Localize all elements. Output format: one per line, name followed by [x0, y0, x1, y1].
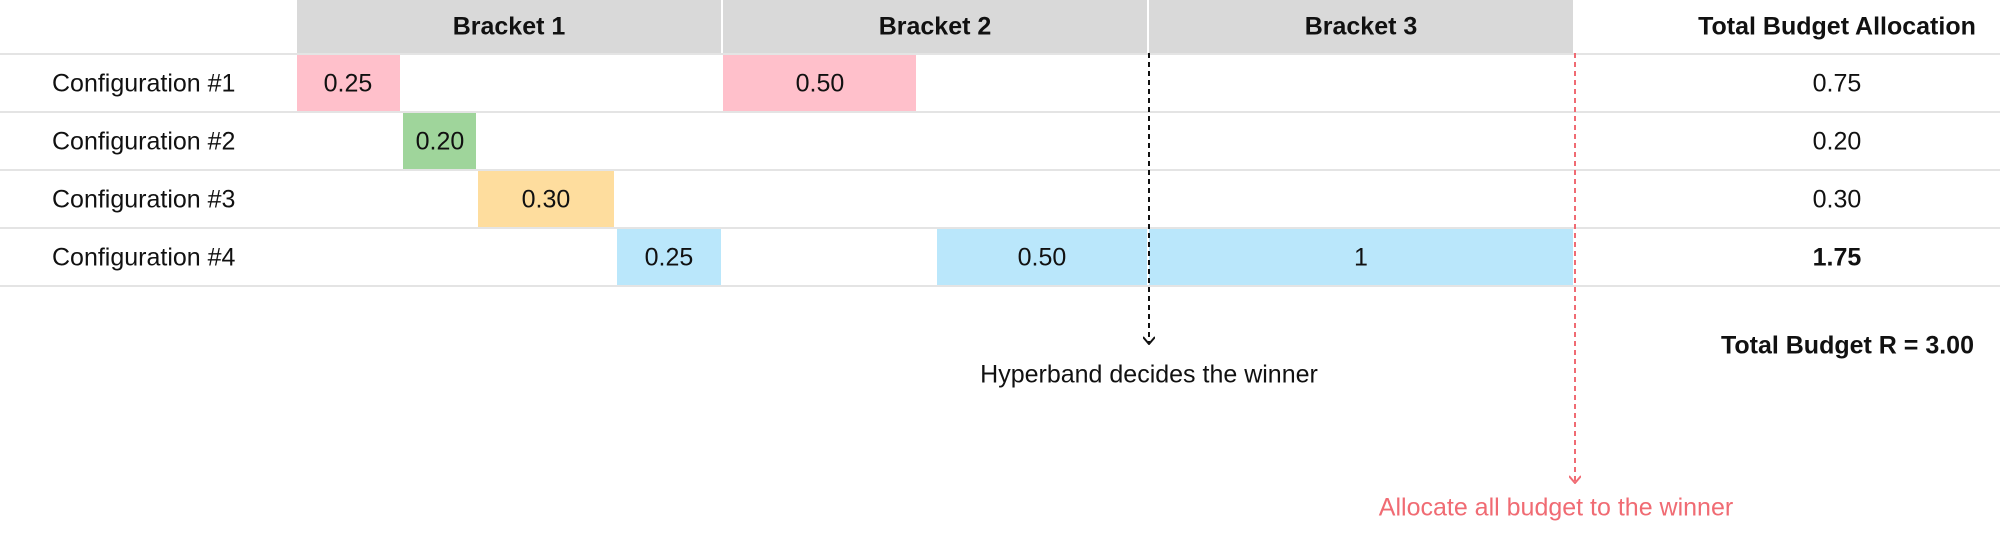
allocation-cell — [403, 113, 476, 169]
header-cell — [1149, 0, 1573, 53]
allocation: 0.25 — [324, 70, 373, 98]
allocation-cell — [723, 55, 916, 111]
cells: 0.25 0.50 0.20 0.30 0.25 0.50 1 — [297, 55, 1573, 285]
row-label: Configuration #3 — [52, 186, 235, 214]
row-label: Configuration #2 — [52, 128, 235, 156]
row-total: 0.20 — [1813, 128, 1862, 156]
allocation: 0.50 — [1018, 244, 1067, 272]
row-lines — [0, 53, 2000, 287]
row-total: 0.75 — [1813, 70, 1862, 98]
header: Bracket 1 Bracket 2 Bracket 3 Total Budg… — [297, 0, 1976, 53]
header-cell — [297, 0, 721, 53]
row-labels: Configuration #1 Configuration #2 Config… — [52, 70, 1861, 272]
total-budget: Total Budget R = 3.00 — [1721, 332, 1974, 360]
row-label: Configuration #1 — [52, 70, 235, 98]
column-header: Bracket 2 — [879, 13, 992, 41]
allocation-cell — [617, 229, 721, 285]
allocation: 0.25 — [645, 244, 694, 272]
column-header: Bracket 1 — [453, 13, 566, 41]
allocation: 0.20 — [416, 128, 465, 156]
total-header: Total Budget Allocation — [1698, 13, 1976, 41]
row-total: 0.30 — [1813, 186, 1862, 214]
allocation-cell — [1149, 229, 1573, 285]
allocation-cell — [297, 55, 400, 111]
row-label: Configuration #4 — [52, 244, 236, 272]
allocation: 1 — [1354, 244, 1368, 272]
allocation: 0.50 — [796, 70, 845, 98]
annotation: Hyperband decides the winner — [980, 361, 1318, 389]
row-total: 1.75 — [1813, 244, 1862, 272]
allocation-cell — [478, 171, 614, 227]
column-header: Bracket 3 — [1305, 13, 1418, 41]
header-cell — [723, 0, 1147, 53]
annotation: Allocate all budget to the winner — [1379, 494, 1733, 522]
allocation-cell — [937, 229, 1147, 285]
allocation: 0.30 — [522, 186, 571, 214]
